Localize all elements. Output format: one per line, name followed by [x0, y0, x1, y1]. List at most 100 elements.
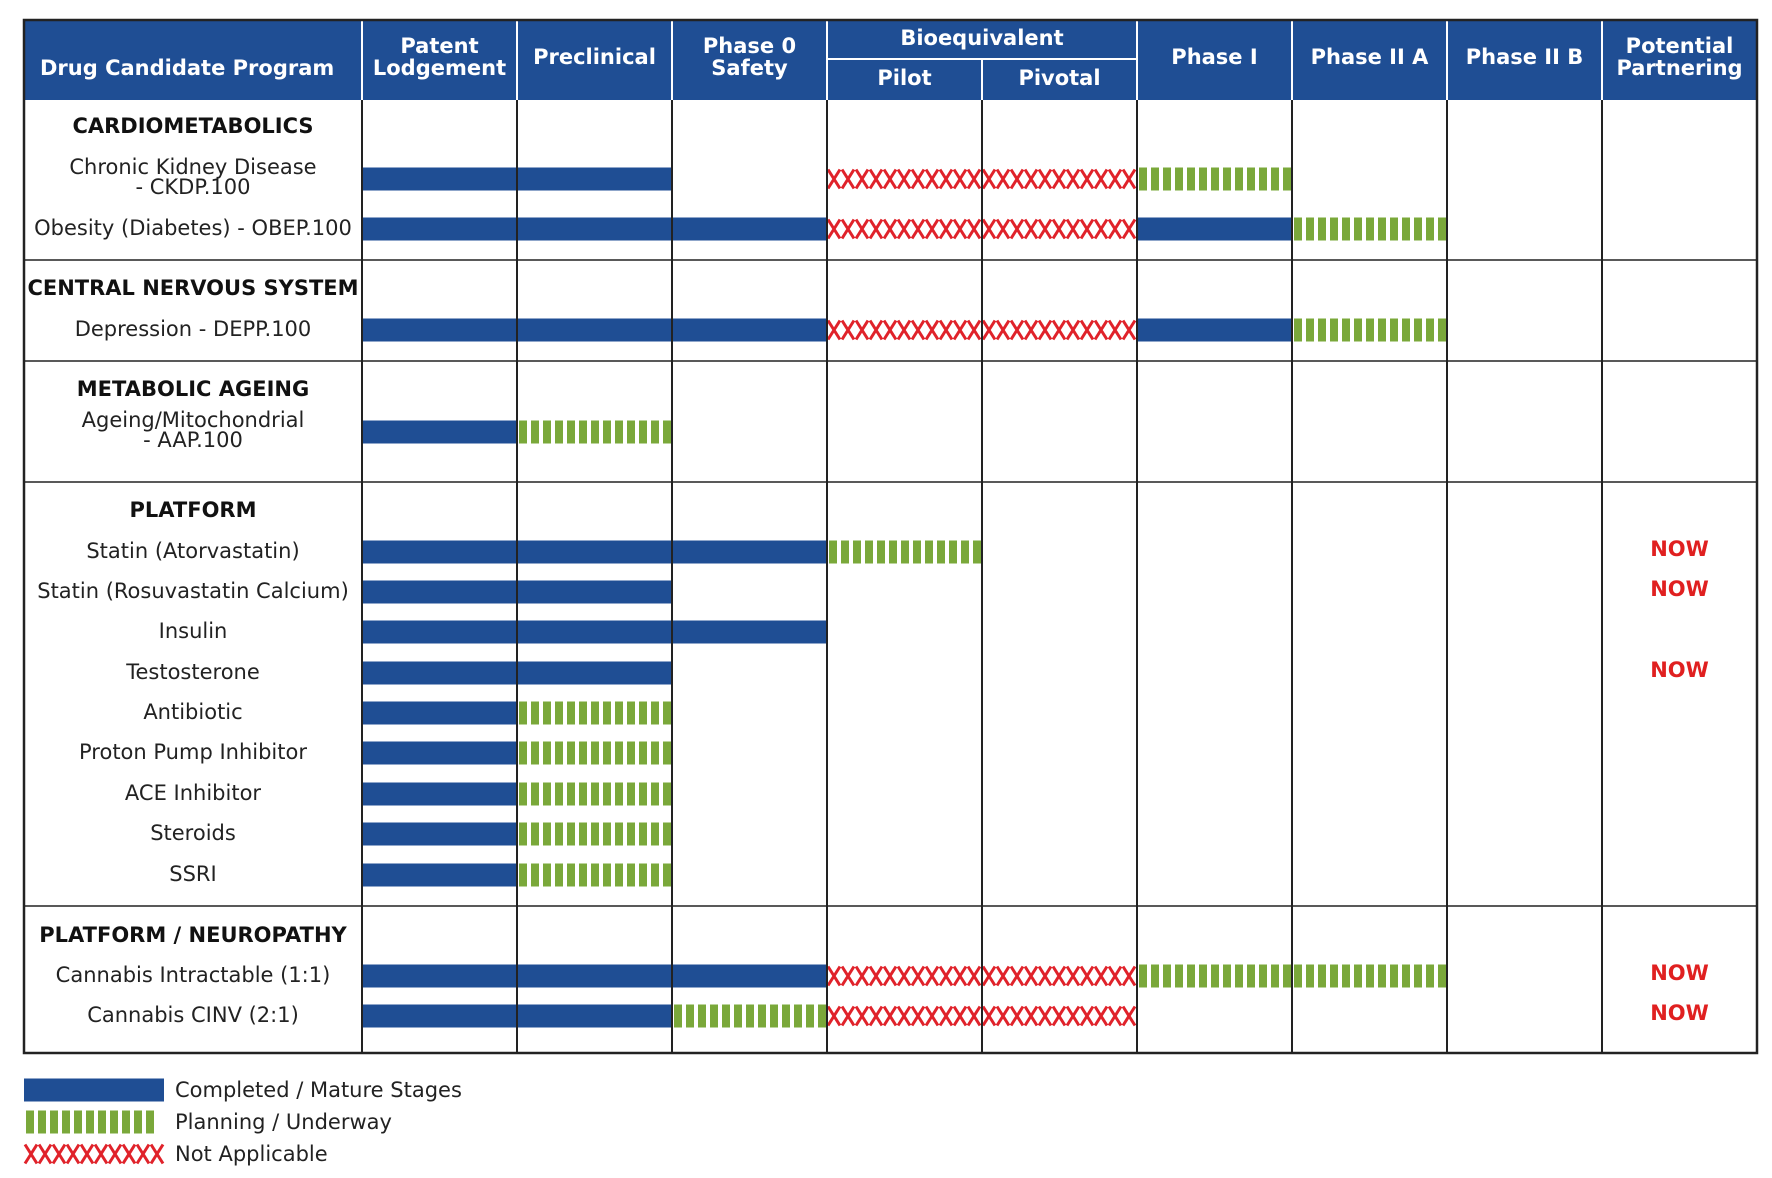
completed-bar — [672, 540, 827, 564]
underway-bar — [519, 420, 671, 444]
section-metabolic-ageing: METABOLIC AGEING Ageing/Mitochondrial- AA… — [77, 377, 671, 452]
row-label: - CKDP.100 — [135, 175, 250, 199]
table-row: Chronic Kidney Disease- CKDP.100 — [69, 155, 1291, 199]
completed-bar — [672, 964, 827, 988]
completed-bar — [362, 741, 517, 765]
legend-item: Completed / Mature Stages — [24, 1078, 462, 1102]
underway-bar — [1294, 964, 1446, 988]
table-row: Insulin — [159, 619, 827, 644]
completed-bar — [517, 964, 672, 988]
row-label: Chronic Kidney Disease — [69, 155, 316, 179]
legend-item: Planning / Underway — [26, 1110, 392, 1134]
completed-bar — [362, 318, 517, 342]
header-stage-label: Phase II A — [1311, 45, 1430, 69]
legend-label: Planning / Underway — [175, 1110, 392, 1134]
underway-bar — [1294, 318, 1446, 342]
table-row: Ageing/Mitochondrial- AAP.100 — [82, 408, 671, 452]
row-label: SSRI — [169, 862, 216, 886]
legend-swatch-underway — [26, 1110, 154, 1134]
completed-bar — [362, 661, 517, 685]
row-label: Depression - DEPP.100 — [75, 317, 312, 341]
row-label: Testosterone — [125, 660, 260, 684]
underway-bar — [1294, 217, 1446, 241]
row-label: Ageing/Mitochondrial — [82, 408, 305, 432]
header-stage-label: Preclinical — [533, 45, 656, 69]
section-cardiometabolics: CARDIOMETABOLICS Chronic Kidney Disease- … — [34, 114, 1446, 241]
header-program-label: Drug Candidate Program — [40, 56, 334, 80]
partnering-now-badge: NOW — [1650, 537, 1709, 561]
table-row: Cannabis Intractable (1:1) NOW — [56, 961, 1709, 988]
completed-bar — [362, 217, 517, 241]
not-applicable-mark — [981, 319, 1137, 341]
row-label: Proton Pump Inhibitor — [79, 740, 307, 764]
partnering-now-badge: NOW — [1650, 961, 1709, 985]
table-row: Statin (Atorvastatin) NOW — [86, 537, 1709, 564]
not-applicable-mark — [981, 965, 1137, 987]
completed-bar — [362, 1004, 517, 1028]
table-row: Steroids — [150, 821, 671, 846]
header-stage-line2: Partnering — [1616, 56, 1742, 80]
table-row: Proton Pump Inhibitor — [79, 740, 671, 765]
table-grid — [22, 18, 1759, 1055]
underway-bar — [519, 782, 671, 806]
table-row: SSRI — [169, 862, 671, 887]
underway-bar — [674, 1004, 826, 1028]
section-title: PLATFORM — [130, 498, 257, 522]
partnering-now-badge: NOW — [1650, 658, 1709, 682]
completed-bar — [517, 661, 672, 685]
not-applicable-mark — [826, 168, 982, 190]
completed-bar — [1137, 217, 1292, 241]
completed-bar — [517, 620, 672, 644]
table-row: Depression - DEPP.100 — [75, 317, 1446, 342]
not-applicable-mark — [826, 965, 982, 987]
underway-bar — [1139, 167, 1291, 191]
completed-bar — [517, 580, 672, 604]
completed-bar — [362, 863, 517, 887]
section-platform-neuropathy: PLATFORM / NEUROPATHY Cannabis Intractabl… — [39, 923, 1709, 1028]
table-border — [22, 18, 1759, 1055]
underway-bar — [519, 863, 671, 887]
row-label: Cannabis Intractable (1:1) — [56, 963, 331, 987]
row-label: Antibiotic — [143, 700, 242, 724]
completed-bar — [672, 620, 827, 644]
header-stage-line1: Potential — [1626, 34, 1734, 58]
partnering-now-badge: NOW — [1650, 577, 1709, 601]
completed-bar — [362, 580, 517, 604]
legend-item: Not Applicable — [23, 1142, 328, 1166]
header-stage-label: Phase II B — [1466, 45, 1584, 69]
completed-bar — [362, 167, 517, 191]
legend-label: Not Applicable — [175, 1142, 328, 1166]
legend-label: Completed / Mature Stages — [175, 1078, 462, 1102]
completed-bar — [517, 217, 672, 241]
header-stage-line2: Lodgement — [373, 56, 506, 80]
header-stage-pilot: Pilot — [877, 66, 931, 90]
header-stage-line1: Phase 0 — [703, 34, 796, 58]
row-label: - AAP.100 — [143, 428, 243, 452]
completed-bar — [517, 167, 672, 191]
table-row: Cannabis CINV (2:1) NOW — [87, 1001, 1709, 1028]
underway-bar — [519, 741, 671, 765]
completed-bar — [362, 782, 517, 806]
header-group-bioequivalent: Bioequivalent — [900, 26, 1063, 50]
underway-bar — [519, 701, 671, 725]
completed-bar — [362, 701, 517, 725]
underway-bar — [519, 822, 671, 846]
completed-bar — [362, 964, 517, 988]
not-applicable-mark — [826, 218, 982, 240]
legend: Completed / Mature Stages Planning / Unde… — [23, 1078, 462, 1166]
header-stage-label: Phase I — [1171, 45, 1257, 69]
row-label: Steroids — [150, 821, 236, 845]
table-row: Antibiotic — [143, 700, 671, 725]
completed-bar — [672, 217, 827, 241]
row-label: Insulin — [159, 619, 228, 643]
completed-bar — [1137, 318, 1292, 342]
completed-bar — [672, 318, 827, 342]
header-stage-line2: Safety — [711, 56, 788, 80]
not-applicable-mark — [826, 1005, 982, 1027]
section-title: METABOLIC AGEING — [77, 377, 309, 401]
completed-bar — [362, 540, 517, 564]
not-applicable-mark — [826, 319, 982, 341]
